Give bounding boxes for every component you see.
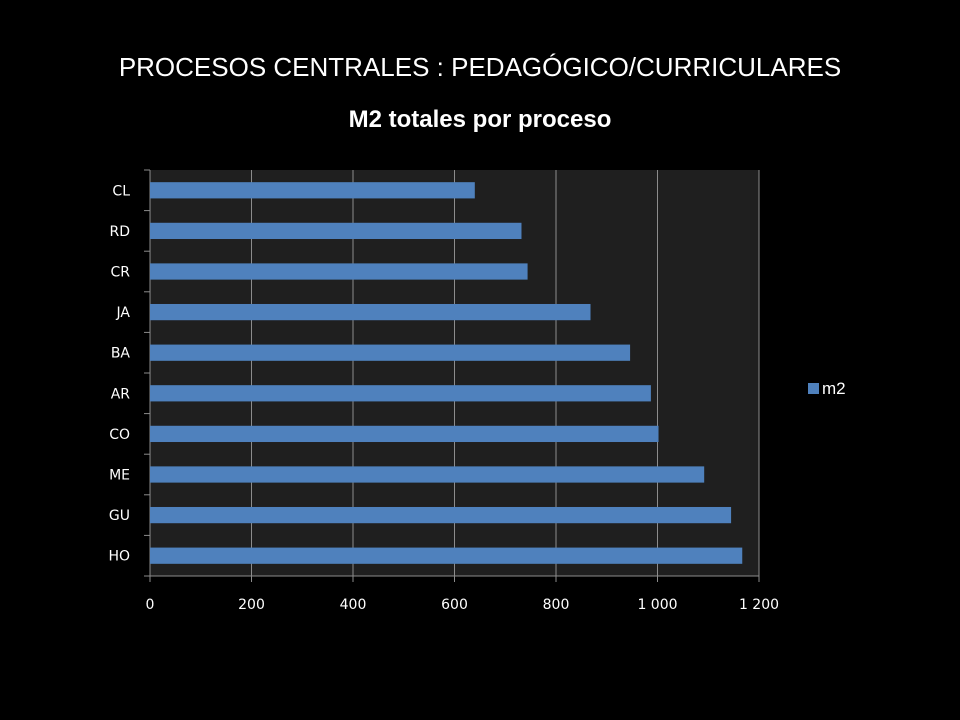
y-tick-label: GU [109,508,130,524]
y-tick-label: CR [110,265,130,281]
bar-cr [150,263,528,280]
legend-swatch [808,383,819,394]
x-tick-label: 800 [543,597,570,613]
y-tick-label: CL [112,183,130,199]
bar-ba [150,344,631,361]
x-tick-label: 1 000 [637,597,677,613]
y-tick-label: AR [111,386,131,402]
plot-area: 0 200 400 600 800 1 000 1 200 CL RD CR JA BA AR CO ME G… [108,169,779,613]
x-tick-label: 200 [238,597,265,613]
y-tick-label: JA [116,305,131,321]
y-tick-label: HO [108,549,130,565]
legend-label: m2 [822,379,846,398]
y-tick-label: RD [109,224,130,240]
x-tick-label: 600 [441,597,468,613]
bar-me [150,466,705,483]
legend: m2 [808,379,846,398]
bar-gu [150,506,732,524]
slide-title: PROCESOS CENTRALES : PEDAGÓGICO/CURRICUL… [118,52,842,82]
y-tick-label: BA [111,346,131,362]
bar-ar [150,385,651,402]
bar-rd [150,222,522,240]
y-tick-label: CO [109,427,130,443]
chart-title: M2 totales por proceso [348,106,612,133]
bar-ho [150,547,743,564]
bar-cl [150,182,475,199]
bar-ja [150,303,591,321]
x-tick-label: 0 [146,597,155,613]
x-tick-label: 400 [340,597,367,613]
bar-co [150,425,659,443]
y-tick-label: ME [109,468,130,484]
x-tick-label: 1 200 [739,597,779,613]
